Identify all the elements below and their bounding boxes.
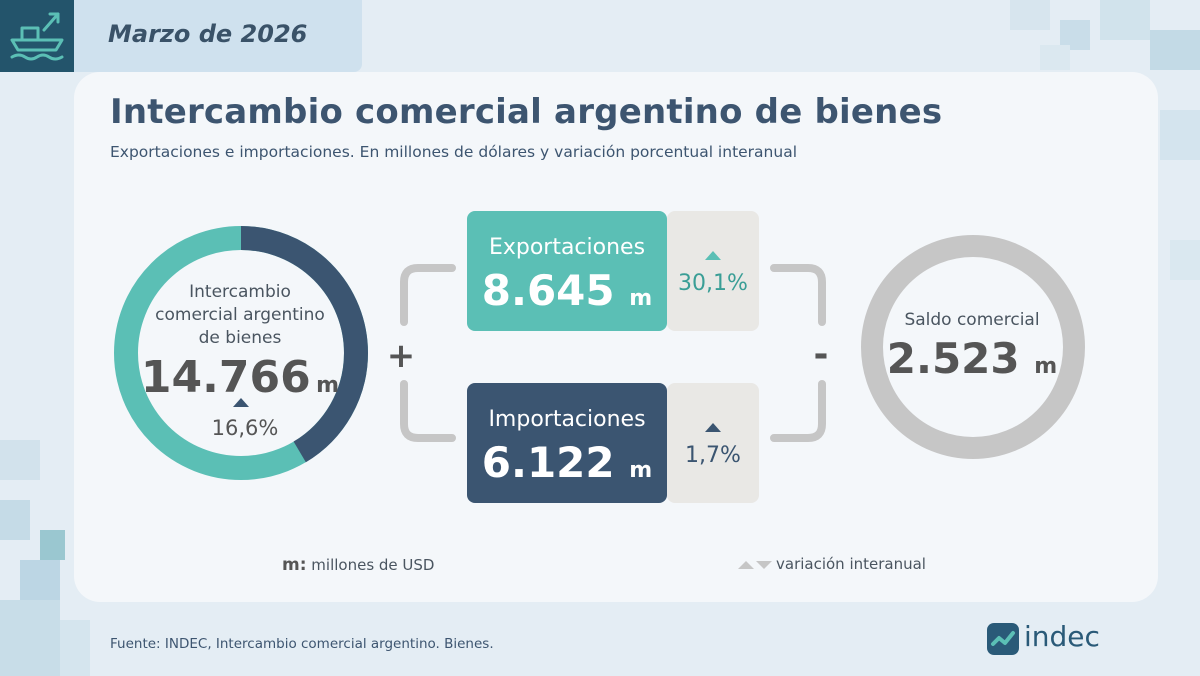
importaciones-box: Importaciones 6.122 m xyxy=(467,383,667,503)
page-title: Intercambio comercial argentino de biene… xyxy=(110,92,943,132)
saldo-value: 2.523 xyxy=(886,334,1020,383)
saldo-ring xyxy=(861,235,1085,459)
exportaciones-label: Exportaciones xyxy=(488,235,646,260)
exportaciones-unit: m xyxy=(629,286,653,311)
up-triangle-icon xyxy=(705,423,721,432)
up-triangle-icon xyxy=(705,251,721,260)
up-triangle-icon xyxy=(738,561,754,569)
intercambio-summary: Intercambio comercial argentino de biene… xyxy=(140,281,340,411)
indec-brand: indec xyxy=(1024,620,1100,653)
variation-legend-text: variación interanual xyxy=(776,555,926,573)
intercambio-label-line3: de bienes xyxy=(198,328,282,348)
intercambio-variation: 16,6% xyxy=(211,416,279,440)
up-triangle-icon xyxy=(233,398,249,407)
intercambio-donut-chart xyxy=(114,226,368,480)
intercambio-label-line2: comercial argentino xyxy=(155,305,325,325)
plus-operator: + xyxy=(386,336,416,376)
importaciones-variation-box: 1,7% xyxy=(667,383,759,503)
saldo-unit: m xyxy=(1034,354,1058,379)
down-triangle-icon xyxy=(756,561,772,569)
date-tab xyxy=(74,0,362,72)
importaciones-unit: m xyxy=(629,458,653,483)
saldo-figure: 2.523 m xyxy=(882,334,1062,383)
importaciones-variation: 1,7% xyxy=(685,443,741,468)
donut-imports-segment xyxy=(114,226,368,480)
saldo-label: Saldo comercial xyxy=(904,310,1040,330)
main-card xyxy=(74,72,1158,602)
importaciones-label: Importaciones xyxy=(488,407,646,432)
report-date: Marzo de 2026 xyxy=(108,20,308,48)
importaciones-value: 6.122 xyxy=(481,438,615,487)
unit-legend-text: millones de USD xyxy=(311,556,435,574)
source-note: Fuente: INDEC, Intercambio comercial arg… xyxy=(110,636,494,652)
intercambio-label-line1: Intercambio xyxy=(189,282,291,302)
intercambio-value: 14.766 xyxy=(140,352,311,403)
left-bracket xyxy=(400,264,456,442)
exportaciones-variation: 30,1% xyxy=(678,271,748,296)
exportaciones-variation-box: 30,1% xyxy=(667,211,759,331)
page-subtitle: Exportaciones e importaciones. En millon… xyxy=(110,143,798,161)
trade-ship-icon xyxy=(0,0,74,72)
exportaciones-box: Exportaciones 8.645 m xyxy=(467,211,667,331)
exportaciones-value: 8.645 xyxy=(481,266,615,315)
intercambio-unit: m xyxy=(316,373,340,398)
right-bracket xyxy=(770,264,826,442)
indec-logo-icon xyxy=(987,623,1019,655)
minus-operator: - xyxy=(813,334,829,375)
unit-legend: m: millones de USD xyxy=(282,555,434,575)
unit-symbol: m: xyxy=(282,555,307,575)
